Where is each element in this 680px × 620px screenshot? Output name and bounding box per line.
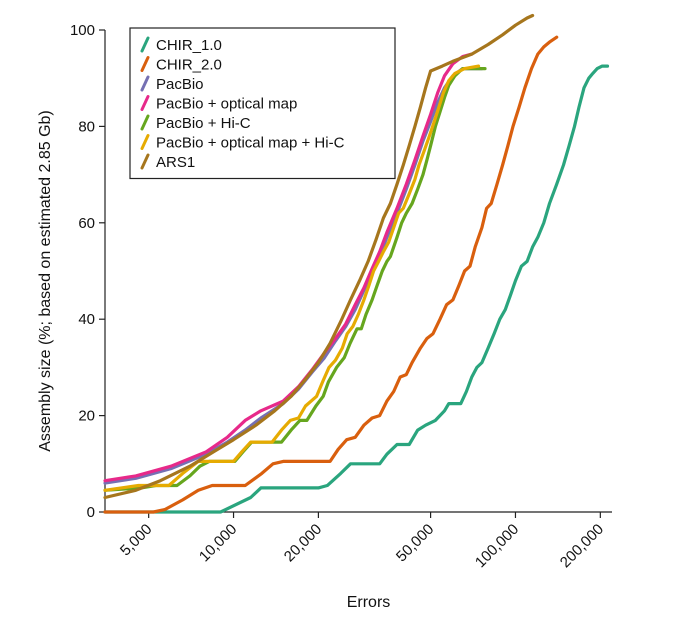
legend-label: PacBio <box>156 76 204 93</box>
legend-swatch <box>140 114 150 131</box>
legend-swatch <box>140 153 150 170</box>
legend-swatch <box>140 75 150 92</box>
series-line <box>103 64 610 514</box>
y-axis-title: Assembly size (%; based on estimated 2.8… <box>37 110 54 452</box>
legend-swatch <box>140 134 150 150</box>
series-line <box>103 52 474 483</box>
legend-label: CHIR_1.0 <box>156 37 222 54</box>
x-tick-label: 5,000 <box>117 521 156 560</box>
x-tick-label: 20,000 <box>281 521 325 565</box>
y-tick-label: 20 <box>78 408 95 425</box>
y-tick-label: 60 <box>78 215 95 232</box>
series-line <box>103 64 481 492</box>
legend-item: PacBio + optical map <box>140 95 297 113</box>
x-tick-label: 200,000 <box>557 521 607 571</box>
legend-item: ARS1 <box>140 153 195 171</box>
y-tick-label: 100 <box>70 22 95 39</box>
legend-label: CHIR_2.0 <box>156 57 222 74</box>
legend-item: PacBio <box>140 75 204 93</box>
legend-item: CHIR_2.0 <box>140 56 222 74</box>
series-line <box>103 35 559 514</box>
legend-swatch <box>140 36 150 53</box>
legend-swatch <box>140 56 150 72</box>
legend-label: PacBio + Hi-C <box>156 115 251 132</box>
legend-item: PacBio + optical map + Hi-C <box>140 134 345 152</box>
x-axis-title: Errors <box>347 594 391 611</box>
y-tick-label: 0 <box>87 504 95 521</box>
series-line <box>103 13 535 500</box>
legend-label: PacBio + optical map + Hi-C <box>156 135 345 152</box>
y-tick-label: 40 <box>78 311 95 328</box>
x-tick-label: 100,000 <box>472 521 522 571</box>
legend-label: ARS1 <box>156 154 195 171</box>
y-ticks: 0 20 40 60 80 100 <box>70 22 105 521</box>
x-ticks: 5,000 10,000 20,000 50,000 100,000 200,000 <box>117 512 607 571</box>
series-layer <box>103 13 610 514</box>
legend-items: CHIR_1.0 CHIR_2.0 PacBio PacBio + optical m… <box>140 36 345 171</box>
legend-item: PacBio + Hi-C <box>140 114 251 132</box>
legend: CHIR_1.0 CHIR_2.0 PacBio PacBio + optical m… <box>129 27 396 180</box>
legend-swatch <box>140 95 150 111</box>
legend-label: PacBio + optical map <box>156 96 297 113</box>
y-tick-label: 80 <box>78 118 95 135</box>
legend-box <box>129 27 396 180</box>
x-tick-label: 50,000 <box>393 521 437 565</box>
x-tick-label: 10,000 <box>196 521 240 565</box>
legend-item: CHIR_1.0 <box>140 36 222 54</box>
